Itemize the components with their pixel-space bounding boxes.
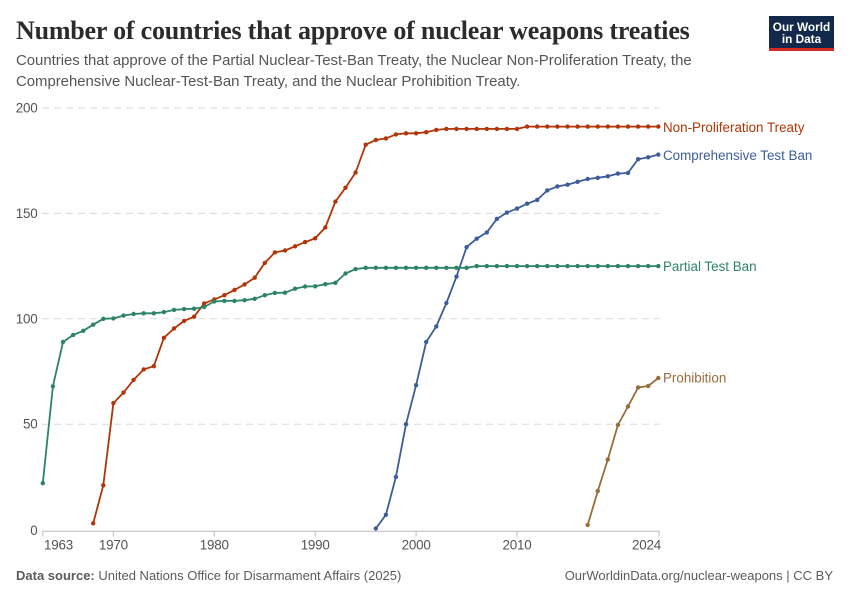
svg-text:150: 150 [16, 206, 38, 221]
svg-text:Partial Test Ban: Partial Test Ban [663, 259, 757, 274]
svg-text:1963: 1963 [44, 538, 73, 553]
svg-text:1990: 1990 [301, 538, 330, 553]
svg-text:100: 100 [16, 311, 38, 326]
svg-text:2010: 2010 [503, 538, 532, 553]
svg-text:2000: 2000 [402, 538, 431, 553]
svg-text:Comprehensive Test Ban: Comprehensive Test Ban [663, 148, 812, 163]
svg-text:Non-Proliferation Treaty: Non-Proliferation Treaty [663, 120, 805, 135]
svg-text:2024: 2024 [632, 538, 662, 553]
svg-text:1980: 1980 [200, 538, 229, 553]
svg-text:Prohibition: Prohibition [663, 371, 726, 386]
svg-text:0: 0 [30, 523, 37, 538]
svg-text:50: 50 [23, 417, 38, 432]
svg-text:200: 200 [16, 101, 38, 116]
svg-text:1970: 1970 [99, 538, 128, 553]
